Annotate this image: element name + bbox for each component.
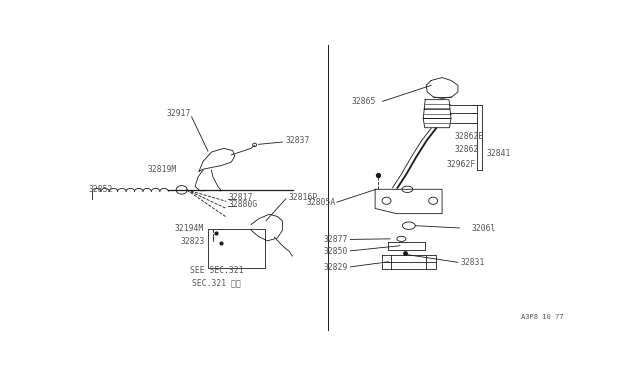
Text: 32852: 32852 [89, 185, 113, 194]
Text: 32805A: 32805A [306, 198, 335, 207]
Text: A3P8 10 77: A3P8 10 77 [521, 314, 564, 320]
Text: 32862E: 32862E [454, 132, 484, 141]
Text: 32862: 32862 [454, 145, 479, 154]
Text: 32194M: 32194M [175, 224, 204, 233]
Text: 32850: 32850 [323, 247, 348, 256]
Text: 32831: 32831 [461, 259, 485, 267]
Text: 32962F: 32962F [446, 160, 476, 169]
Text: SEC.321 参照: SEC.321 参照 [192, 278, 241, 287]
Text: 32823: 32823 [181, 237, 205, 246]
Text: 32917: 32917 [167, 109, 191, 118]
Text: 32880G: 32880G [229, 200, 258, 209]
Text: 32841: 32841 [486, 149, 511, 158]
Text: 32837: 32837 [286, 136, 310, 145]
Text: 32816P: 32816P [288, 193, 317, 202]
Text: SEE SEC.321: SEE SEC.321 [189, 266, 243, 275]
Text: 32817: 32817 [229, 193, 253, 202]
Text: 32819M: 32819M [147, 165, 177, 174]
Text: 32829: 32829 [323, 263, 348, 272]
Text: 3206l: 3206l [472, 224, 496, 233]
Bar [208, 230, 265, 268]
Text: 32865: 32865 [352, 97, 376, 106]
Text: 32877: 32877 [323, 235, 348, 244]
